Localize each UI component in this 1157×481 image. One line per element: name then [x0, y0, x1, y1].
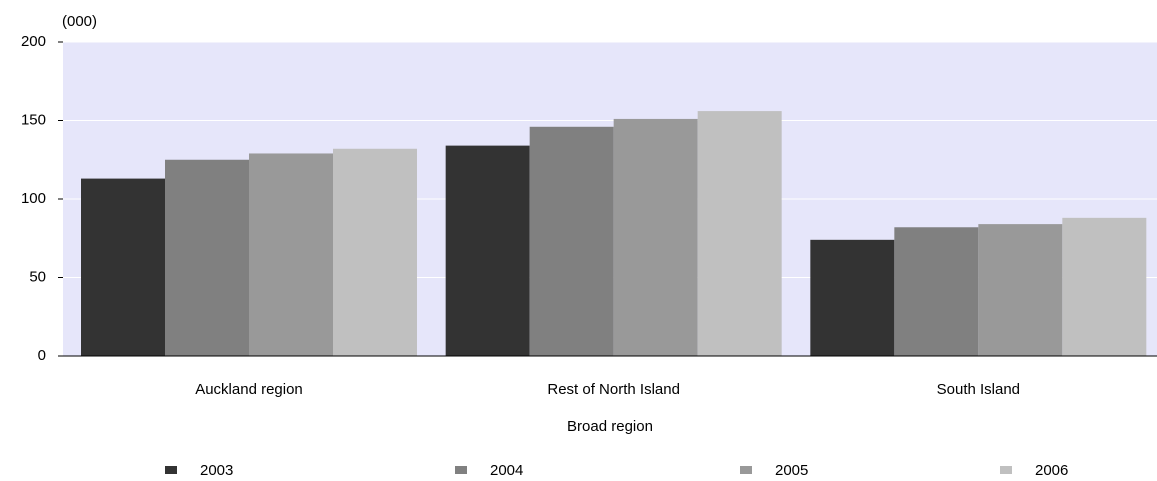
- x-tick-label: South Island: [937, 381, 1020, 398]
- bar: [613, 118, 698, 357]
- y-tick-label: 100: [21, 190, 46, 207]
- x-axis-label: Broad region: [567, 418, 653, 435]
- x-tick-label: Rest of North Island: [547, 381, 680, 398]
- bar: [81, 178, 165, 356]
- y-tick-label: 50: [29, 268, 46, 285]
- legend-label: 2003: [200, 462, 233, 479]
- legend-label: 2004: [490, 462, 523, 479]
- legend-swatch: [1000, 466, 1012, 474]
- bar: [697, 111, 782, 356]
- bar: [333, 148, 417, 356]
- y-tick-label: 200: [21, 33, 46, 50]
- legend-label: 2005: [775, 462, 808, 479]
- bar: [165, 159, 249, 356]
- bar: [445, 145, 530, 356]
- y-tick-label: 0: [38, 347, 46, 364]
- bar: [1062, 217, 1147, 356]
- bar: [810, 239, 895, 356]
- legend-swatch: [165, 466, 177, 474]
- legend-swatch: [740, 466, 752, 474]
- legend-swatch: [455, 466, 467, 474]
- y-unit-label: (000): [62, 13, 97, 30]
- x-tick-label: Auckland region: [195, 381, 303, 398]
- legend-label: 2006: [1035, 462, 1068, 479]
- bar: [249, 153, 333, 356]
- bar: [978, 224, 1063, 356]
- y-tick-label: 150: [21, 111, 46, 128]
- bar: [529, 126, 614, 356]
- bar: [894, 227, 979, 356]
